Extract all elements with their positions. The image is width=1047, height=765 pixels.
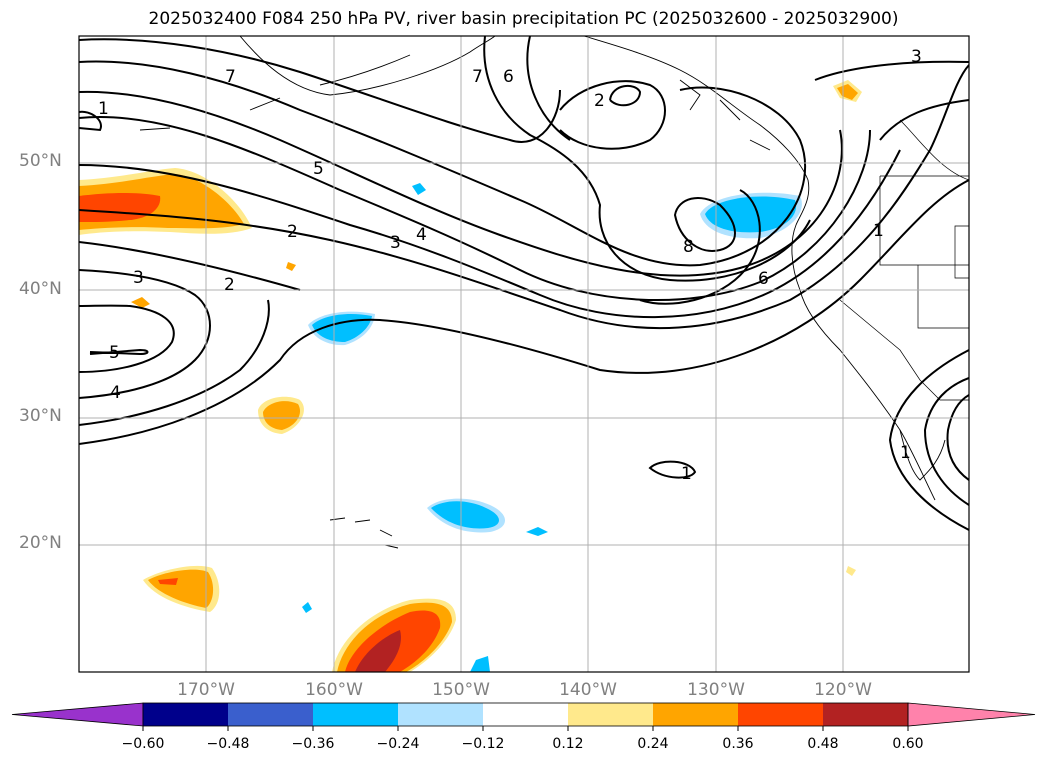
- colorbar-cell: [398, 703, 483, 726]
- contour-label: 1: [900, 443, 911, 463]
- pv-contours: [79, 36, 969, 531]
- colorbar-tick-label: 0.24: [637, 736, 669, 752]
- colorbar-tick-label: 0.60: [892, 736, 924, 752]
- contour-label: 1: [873, 221, 884, 241]
- contour-label: 2: [287, 222, 298, 242]
- contour-label: 2: [594, 91, 605, 111]
- contour-label: 7: [472, 67, 483, 87]
- map-frame: [78, 35, 970, 673]
- contour-label: 6: [758, 269, 769, 289]
- contour-label: 3: [911, 47, 922, 67]
- colorbar-cell: [823, 703, 908, 726]
- lat-label-40n: 40°N: [19, 279, 62, 299]
- contour-label: 3: [390, 233, 401, 253]
- contour-label: 7: [225, 67, 236, 87]
- gridlines: [79, 36, 969, 672]
- lon-label-130w: 130°W: [687, 680, 745, 700]
- political-borders: [839, 119, 969, 401]
- colorbar-extend-low: [11, 702, 144, 727]
- contour-label: 5: [313, 159, 324, 179]
- colorbar-cell: [313, 703, 398, 726]
- colorbar-extend-high: [907, 702, 1036, 727]
- map-title: 2025032400 F084 250 hPa PV, river basin …: [148, 9, 899, 29]
- lon-label-150w: 150°W: [432, 680, 490, 700]
- colorbar-cell: [228, 703, 313, 726]
- contour-label: 1: [98, 99, 109, 119]
- lon-label-160w: 160°W: [305, 680, 363, 700]
- contour-label: 6: [503, 67, 514, 87]
- contour-label: 8: [683, 237, 694, 257]
- contour-label: 3: [133, 268, 144, 288]
- contour-label: 5: [109, 343, 120, 363]
- lat-label-20n: 20°N: [19, 533, 62, 553]
- colorbar-tick-label: 0.36: [722, 736, 754, 752]
- coastlines: [139, 36, 946, 549]
- lon-label-140w: 140°W: [559, 680, 617, 700]
- contour-label: 2: [224, 275, 235, 295]
- colorbar-tick-label: −0.36: [291, 736, 335, 752]
- colorbar-tick-label: 0.12: [552, 736, 584, 752]
- colorbar-cell: [738, 703, 823, 726]
- colorbar-tick-label: −0.60: [121, 736, 165, 752]
- lat-label-30n: 30°N: [19, 406, 62, 426]
- contour-label: 4: [110, 383, 121, 403]
- colorbar-cell: [568, 703, 653, 726]
- contour-labels: 1 7 7 6 2 3 5 2 3 4 2 3 5 4 8 6 1 1 1: [98, 47, 922, 484]
- colorbar-tick-label: 0.48: [807, 736, 839, 752]
- lat-label-50n: 50°N: [19, 151, 62, 171]
- colorbar-tick-label: −0.12: [461, 736, 505, 752]
- colorbar-outline: [142, 702, 909, 727]
- colorbar-tick-label: −0.24: [376, 736, 420, 752]
- lon-label-170w: 170°W: [177, 680, 235, 700]
- contour-label: 4: [416, 225, 427, 245]
- colorbar-cell: [143, 703, 228, 726]
- precip-shading: [79, 80, 862, 672]
- colorbar-cell: [653, 703, 738, 726]
- contour-label: 1: [681, 464, 692, 484]
- colorbar-tick-label: −0.48: [206, 736, 250, 752]
- colorbar-cell: [483, 703, 568, 726]
- map-plot: 1 7 7 6 2 3 5 2 3 4 2 3 5 4 8 6 1 1 1: [78, 35, 970, 673]
- lon-label-120w: 120°W: [814, 680, 872, 700]
